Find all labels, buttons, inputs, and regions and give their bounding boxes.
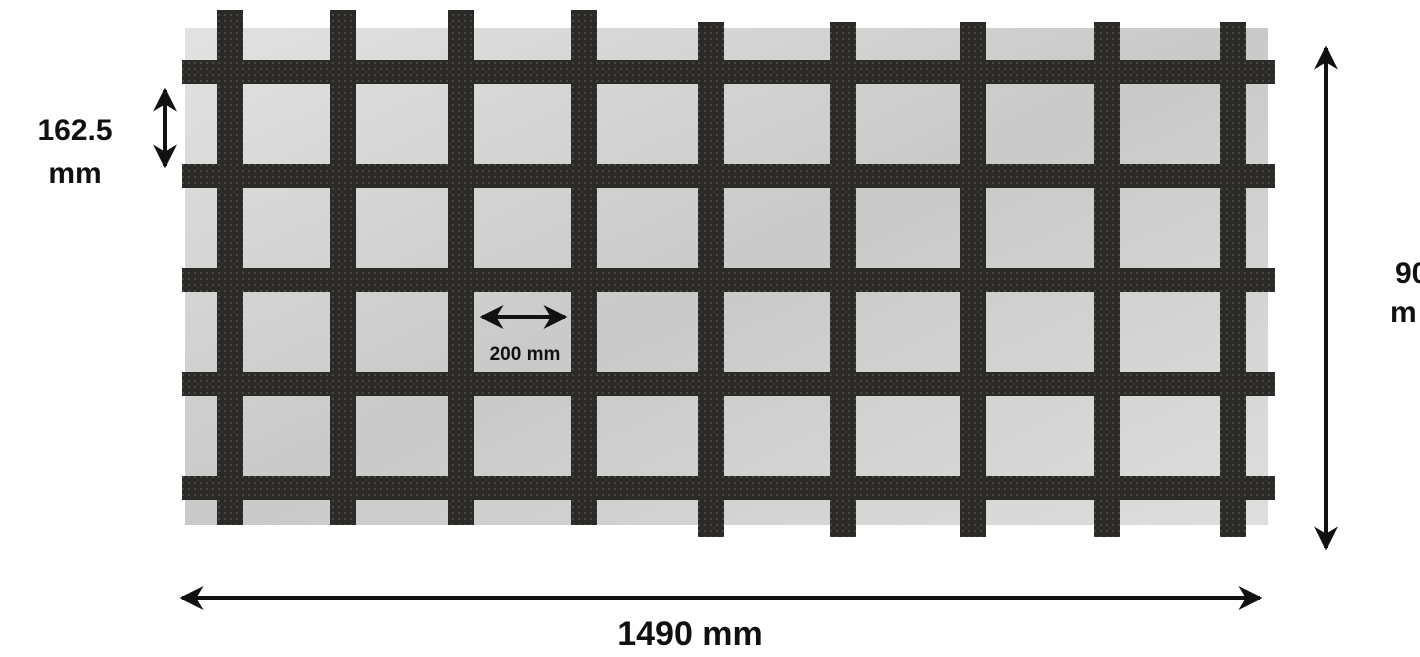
horizontal-fiber-strip <box>182 164 1275 188</box>
vertical-fiber-strip <box>1220 22 1246 537</box>
total-height-value: 90 <box>1395 257 1420 290</box>
horizontal-fiber-strip <box>182 476 1275 500</box>
vertical-fiber-strip <box>960 22 986 537</box>
vertical-spacing-unit: mm <box>48 157 101 190</box>
vertical-fiber-strip <box>830 22 856 537</box>
vertical-fiber-strip <box>217 10 243 525</box>
horizontal-fiber-strip <box>182 268 1275 292</box>
vertical-fiber-strip <box>1094 22 1120 537</box>
horizontal-fiber-strip <box>182 372 1275 396</box>
vertical-fiber-strip <box>330 10 356 525</box>
carbon-fiber-grid <box>182 10 1275 537</box>
total-height-unit: m <box>1390 296 1417 329</box>
horizontal-spacing-label: 200 mm <box>490 344 561 365</box>
horizontal-fiber-strip <box>182 60 1275 84</box>
vertical-spacing-value: 162.5 <box>37 114 112 147</box>
vertical-fiber-strip <box>571 10 597 525</box>
vertical-fiber-strip <box>448 10 474 525</box>
vertical-fiber-strip <box>698 22 724 537</box>
total-width-label: 1490 mm <box>617 615 763 653</box>
